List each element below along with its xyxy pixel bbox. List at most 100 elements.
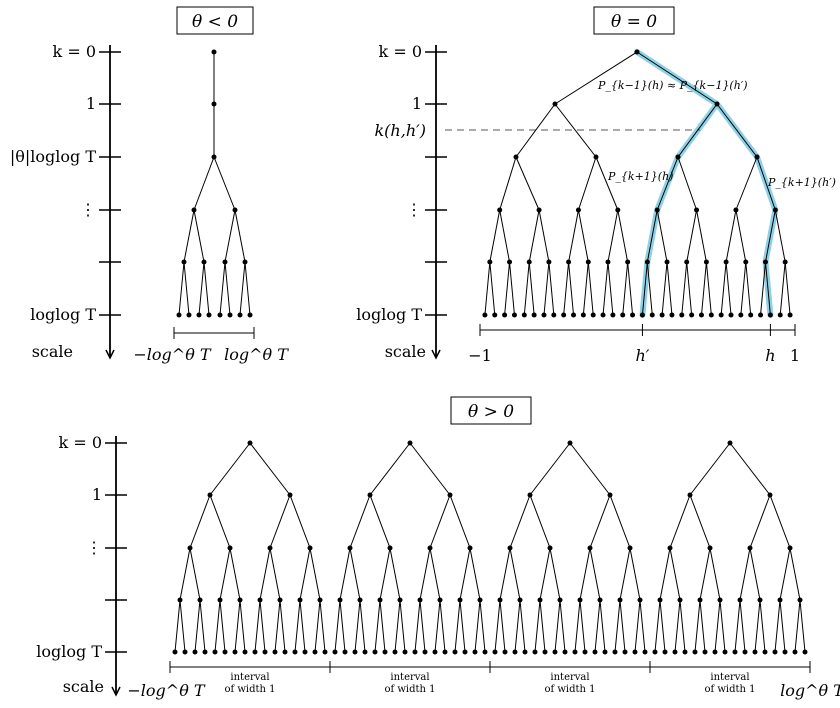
tree-node	[590, 312, 596, 318]
interval-caption: interval	[390, 672, 429, 683]
tree-edge	[674, 599, 681, 653]
tree-node	[392, 649, 398, 655]
tree-edge	[577, 156, 597, 211]
tree-node	[357, 597, 363, 603]
tree-node	[605, 259, 611, 265]
tree-edge	[519, 599, 526, 653]
tree-node	[737, 597, 743, 603]
tree-edge	[359, 599, 366, 653]
tree-edge	[454, 599, 461, 653]
tree-node	[212, 649, 218, 655]
tree-edge	[439, 599, 446, 653]
tree-edge	[174, 599, 181, 653]
tree-node	[557, 597, 563, 603]
tree-edge	[209, 494, 231, 549]
tree-edge	[479, 599, 486, 653]
highlight-path	[714, 101, 779, 318]
tree-node	[698, 312, 704, 318]
tree-node	[502, 312, 508, 318]
tree-edge	[459, 599, 466, 653]
tree-node	[462, 649, 468, 655]
tree-node	[537, 597, 543, 603]
tree-node	[547, 545, 553, 551]
tree-node	[447, 492, 453, 498]
tree-node	[531, 312, 537, 318]
tree-edge	[538, 209, 550, 263]
tick-label: h	[765, 346, 775, 365]
tree-node	[206, 312, 212, 318]
tree-node	[222, 259, 228, 265]
tree-node	[417, 597, 423, 603]
tree-node	[732, 649, 738, 655]
tree-node	[742, 649, 748, 655]
tree-node	[644, 259, 650, 265]
tree-edge	[539, 599, 546, 653]
tree-node	[222, 649, 228, 655]
tree-node	[672, 649, 678, 655]
tree-edge	[681, 261, 688, 316]
tree-node	[367, 492, 373, 498]
tree-edge	[419, 599, 426, 653]
tree-edge	[749, 547, 761, 601]
tree-edge	[183, 261, 190, 316]
tree-edge	[735, 209, 747, 263]
tree-node	[267, 545, 273, 551]
tree-edge	[740, 261, 747, 316]
tree-node	[237, 312, 243, 318]
tree-edge	[459, 547, 471, 601]
tree-node	[727, 440, 733, 446]
axis-label: loglog T	[36, 642, 102, 661]
tree-edge	[577, 209, 589, 263]
tree-node	[372, 649, 378, 655]
tree-edge	[213, 156, 236, 211]
tree-edge	[178, 261, 185, 316]
tree-node	[659, 312, 665, 318]
tree-edge	[274, 599, 281, 653]
tree-edge	[199, 599, 206, 653]
tree-node	[712, 649, 718, 655]
tree-node	[191, 207, 197, 213]
tree-node	[482, 649, 488, 655]
tree-edge	[489, 261, 496, 316]
tree-node	[211, 101, 217, 107]
tree-edge	[749, 494, 771, 549]
tree-node	[692, 649, 698, 655]
tree-node	[513, 154, 519, 160]
tree-node	[247, 440, 253, 446]
tree-node	[571, 312, 577, 318]
tree-node	[507, 545, 513, 551]
tree-edge	[769, 494, 791, 549]
interval-left-label: −log^θ T	[133, 345, 212, 364]
tree-node	[312, 649, 318, 655]
tree-edge	[354, 599, 361, 653]
tree-edge	[582, 261, 589, 316]
tree-node	[277, 597, 283, 603]
scale-bar: scale −log^θ T log^θ T	[32, 327, 289, 364]
tree	[482, 49, 793, 318]
tree-node	[632, 649, 638, 655]
tree-node	[362, 649, 368, 655]
scale-label: scale	[32, 342, 73, 361]
tree-node	[762, 259, 768, 265]
tree-node	[733, 207, 739, 213]
tree-node	[282, 649, 288, 655]
tree-edge	[179, 599, 186, 653]
tree-edge	[528, 209, 540, 263]
tree-edge	[574, 599, 581, 653]
tree-node	[585, 259, 591, 265]
tree-edge	[319, 599, 326, 653]
tree-edge	[369, 442, 411, 496]
panel-title-box	[593, 6, 675, 35]
tree-edge	[754, 599, 761, 653]
tree-edge	[579, 547, 591, 601]
interval-left-label: −log^θ T	[127, 681, 206, 700]
tree-edge	[374, 599, 381, 653]
tree-edge	[203, 261, 210, 316]
tree-edge	[515, 103, 556, 158]
tree-edge	[696, 209, 707, 263]
tree-edge	[739, 547, 751, 601]
interval-caption: interval	[550, 672, 589, 683]
tree-edge	[619, 599, 626, 653]
tree-node	[511, 312, 517, 318]
